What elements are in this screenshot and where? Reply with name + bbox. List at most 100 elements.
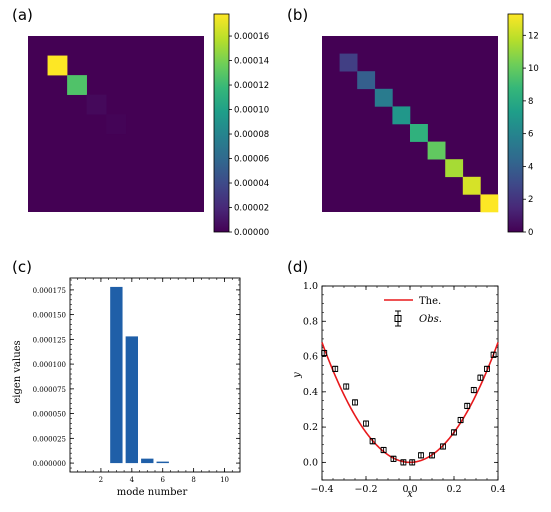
obs-point [477,374,484,381]
colorbar-gradient [508,14,523,232]
colorbar-b: 0 2 4 6 8 10 12 [507,13,539,238]
y-tick-label: 0.000075 [33,386,66,394]
legend-obs-label: Obs. [419,314,442,325]
x-tick-label: 0.4 [490,484,505,495]
obs-point [418,452,424,459]
colorbar-tick-label: 8 [528,97,533,107]
heatmap-cell [374,88,393,107]
y-tick-label: 0.6 [303,352,318,363]
obs-point [457,416,464,424]
c-y-axis-label: eigen values [12,340,23,403]
colorbar-tick-label: 0.00012 [234,81,269,91]
colorbar-tick-label: 4 [528,162,533,172]
legend-d: The. Obs. [384,296,442,327]
colorbar-tick-label: 0.00004 [234,179,269,189]
x-tick-label: 4 [130,476,135,484]
bar [141,458,154,464]
obs-point [352,399,358,406]
legend-line-label: The. [419,296,441,307]
y-tick-label: 0.000000 [33,460,66,468]
heatmap-cell [392,106,411,125]
y-tick-label: 0.000175 [33,287,66,295]
heatmap-cell [106,114,127,135]
obs-point [409,459,416,466]
x-tick-label: −0.2 [354,484,377,495]
obs-point [332,365,339,372]
obs-point [343,383,350,390]
obs-point [390,455,397,462]
obs-point [369,438,376,445]
colorbar-tick-label: 10 [528,64,539,74]
heatmap-cell [86,94,107,115]
heatmap-a [28,36,204,212]
colorbar-tick-label: 6 [528,130,533,140]
panel-label-a: (a) [12,6,33,24]
y-tick-label: 0.4 [303,387,318,398]
colorbar-tick-label: 12 [528,31,539,41]
colorbar-tick-label: 0.00016 [234,32,269,42]
y-tick-label: 0.8 [303,316,318,327]
panel-label-b: (b) [287,6,308,24]
x-tick-label: 8 [191,476,195,484]
x-tick-label: 0.0 [402,484,417,495]
y-tick-label: 0.000125 [33,336,66,344]
colorbar-tick-label: 0.00006 [234,155,269,165]
colorbar-tick-label: 0.00014 [234,57,269,67]
obs-point [470,386,477,394]
y-tick-label: 0.2 [303,422,318,433]
y-tick-label: 0.000025 [33,435,66,443]
plot-frame [69,277,241,473]
x-tick-label: 2 [99,476,103,484]
obs-point [490,351,497,358]
heatmap-cell [357,71,376,90]
obs-point [321,349,328,357]
panel-label-d: (d) [287,258,308,276]
colorbar-tick-label: 0.00010 [234,106,269,116]
x-tick-label: −0.4 [310,484,333,495]
c-x-axis-label: mode number [117,487,188,498]
panel-label-c: (c) [12,258,32,276]
heatmap-cell [480,194,499,213]
obs-point [429,452,435,459]
line-chart-d: −0.4 −0.2 0.0 0.2 0.4 0.0 0.2 0.4 0.6 0.8 1.0 [303,281,506,495]
colorbar-a: 0.00000 0.00002 0.00004 0.00006 0.00008 0.000… [213,13,269,238]
obs-point [484,365,490,372]
bar-chart-c: 2 4 6 8 10 0.000000 0.000025 0.000050 0.000075 0.… [33,277,241,484]
colorbar-tick-label: 0.00002 [234,204,269,214]
bar [156,461,169,464]
colorbar-frame [213,13,230,233]
obs-point [380,446,387,454]
y-tick-label: 1.0 [303,281,318,292]
heatmap-cell [339,53,358,72]
y-tick-label: 0.000100 [33,361,66,369]
colorbar-frame [507,13,524,233]
d-x-axis-label: x [407,489,413,500]
x-tick-label: 10 [220,476,229,484]
obs-point [440,443,446,450]
y-tick-label: 0.0 [303,457,318,468]
obs-point [400,459,407,466]
heatmap-cell [462,176,481,195]
bar [110,286,123,464]
heatmap-cell [427,141,446,160]
y-tick-label: 0.000150 [33,312,66,320]
theory-line [321,342,499,464]
colorbar-tick-label: 0 [528,228,533,238]
obs-point [451,429,457,436]
colorbar-tick-label: 0.00000 [234,228,269,238]
colorbar-tick-label: 0.00008 [234,130,269,140]
x-tick-label: 6 [160,476,165,484]
heatmap-cell [67,75,87,95]
heatmap-cell [410,124,428,142]
plot-frame [321,285,499,481]
heatmap-cell [47,55,68,76]
bar [125,336,138,464]
heatmap-cell [445,159,464,178]
x-tick-label: 0.2 [446,484,461,495]
d-y-axis-label: y [292,372,303,379]
obs-point [363,420,369,427]
colorbar-tick-label: 2 [528,195,533,205]
y-tick-label: 0.000050 [33,411,66,419]
colorbar-gradient [214,14,229,232]
